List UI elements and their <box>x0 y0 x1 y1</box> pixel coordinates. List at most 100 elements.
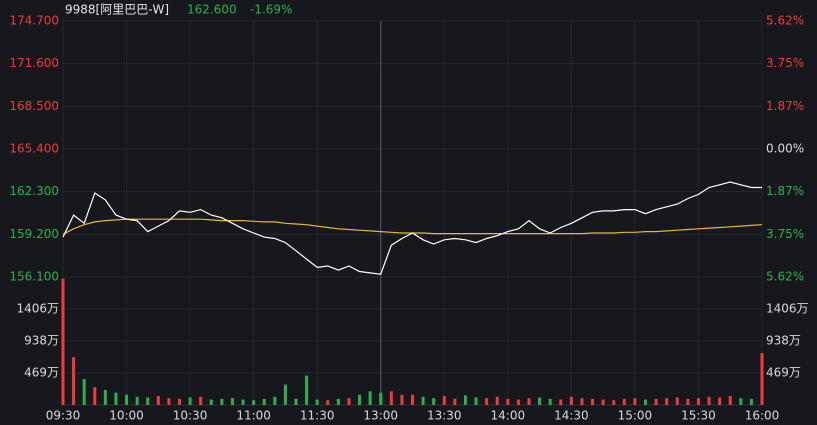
volume-bar <box>347 398 351 405</box>
x-tick-label: 11:30 <box>300 409 335 423</box>
volume-bar <box>516 399 520 405</box>
volume-bar <box>718 397 722 405</box>
volume-bar <box>612 400 616 405</box>
volume-bar <box>209 399 213 405</box>
y-tick-label: 165.400 <box>9 142 59 156</box>
y2-tick-label: 1.87% <box>766 184 804 198</box>
volume-bar <box>644 399 647 405</box>
volume-bar <box>485 398 489 405</box>
volume-bar <box>548 398 552 405</box>
volume-bar <box>591 398 595 405</box>
y2-tick-label: 1.87% <box>766 99 804 113</box>
y-tick-label: 156.100 <box>9 270 59 284</box>
x-tick-label: 16:00 <box>745 409 780 423</box>
x-tick-label: 13:00 <box>363 409 398 423</box>
y2-tick-label: 5.62% <box>766 14 804 28</box>
y-tick-label: 171.600 <box>9 56 59 70</box>
volume-bar <box>559 399 563 405</box>
volume-bar <box>633 398 637 405</box>
y2-tick-label: 5.62% <box>766 270 804 284</box>
x-tick-label: 09:30 <box>46 409 81 423</box>
volume-bar <box>72 357 76 405</box>
volume-bar <box>421 396 425 405</box>
x-tick-label: 11:00 <box>236 409 271 423</box>
y2-tick-label: 3.75% <box>766 56 804 70</box>
volume-bar <box>82 379 86 405</box>
volume-bar <box>495 396 499 405</box>
volume-bar <box>400 394 404 405</box>
volume-bar <box>125 394 129 405</box>
x-tick-label: 10:00 <box>109 409 144 423</box>
volume-bar <box>442 396 446 405</box>
volume-bar <box>61 278 65 405</box>
volume-bar <box>114 392 118 405</box>
volume-bar <box>569 396 573 405</box>
volume-bar <box>199 396 203 405</box>
volume-bar <box>749 398 753 405</box>
price-change: -1.69% <box>250 3 292 17</box>
volume-bar <box>580 398 584 405</box>
volume-bar <box>432 398 436 405</box>
volume-bar <box>252 400 256 405</box>
volume-bar <box>283 384 287 405</box>
x-tick-label: 10:30 <box>173 409 208 423</box>
volume-tick-label: 938万 <box>24 333 59 347</box>
volume-bar <box>103 389 107 405</box>
volume-bar <box>336 398 340 405</box>
y-tick-label: 174.700 <box>9 14 59 28</box>
volume-bar <box>146 397 150 405</box>
volume-bar <box>527 398 531 405</box>
volume-bar <box>538 397 542 405</box>
y-tick-label: 162.300 <box>9 184 59 198</box>
y2-tick-label: 0.00% <box>766 142 804 156</box>
volume-bar <box>389 391 393 405</box>
volume-bar <box>411 394 414 405</box>
volume-bar <box>696 398 700 405</box>
volume-bar <box>188 397 192 405</box>
volume-bar <box>506 398 510 405</box>
volume-tick-label: 469万 <box>24 365 59 379</box>
volume-bar <box>453 398 457 405</box>
volume-bar <box>262 398 266 405</box>
y-tick-label: 168.500 <box>9 99 59 113</box>
x-tick-label: 14:30 <box>554 409 589 423</box>
volume-tick-label: 938万 <box>766 333 801 347</box>
x-tick-label: 15:30 <box>681 409 716 423</box>
volume-bar <box>675 397 679 405</box>
volume-bar <box>135 396 139 405</box>
volume-bar <box>178 398 181 405</box>
volume-bar <box>230 398 234 405</box>
price-line <box>62 181 762 275</box>
volume-bar <box>358 394 362 405</box>
volume-bar <box>368 391 372 405</box>
y-tick-label: 159.200 <box>9 227 59 241</box>
volume-bar <box>654 398 658 405</box>
volume-bar <box>707 396 711 405</box>
volume-bar <box>241 399 245 405</box>
volume-bar <box>93 387 97 405</box>
volume-bar <box>326 400 330 405</box>
volume-bar <box>760 353 764 405</box>
volume-bar <box>474 397 478 405</box>
volume-bar <box>294 398 298 405</box>
x-tick-label: 14:00 <box>491 409 526 423</box>
volume-bar <box>728 396 732 405</box>
volume-tick-label: 469万 <box>766 365 801 379</box>
volume-tick-label: 1406万 <box>16 302 59 316</box>
volume-bar <box>273 396 277 405</box>
volume-bar <box>156 396 160 405</box>
volume-bar <box>739 398 743 405</box>
x-tick-label: 13:30 <box>427 409 462 423</box>
x-tick-label: 15:00 <box>618 409 653 423</box>
volume-bar <box>220 398 224 405</box>
volume-bar <box>379 392 383 405</box>
volume-bar <box>601 399 605 405</box>
volume-bar <box>622 398 626 405</box>
volume-bar <box>463 395 467 405</box>
volume-bar <box>315 399 319 405</box>
volume-bar <box>167 398 171 405</box>
y2-tick-label: 3.75% <box>766 227 804 241</box>
chart-title: 9988[阿里巴巴-W] <box>65 3 169 17</box>
